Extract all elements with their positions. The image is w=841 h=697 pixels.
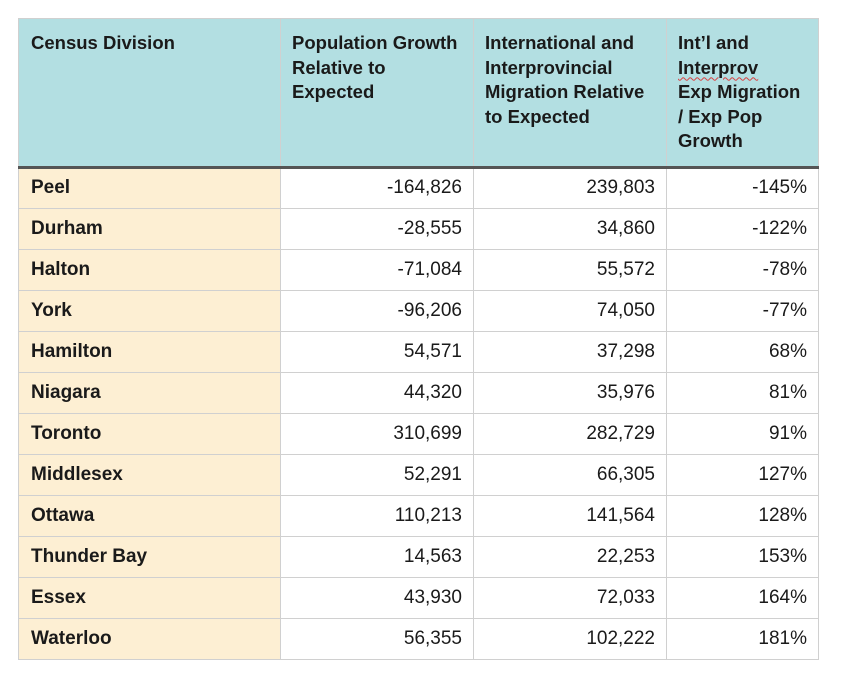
cell-ratio[interactable]: -78% bbox=[666, 248, 819, 291]
cell-ratio[interactable]: 181% bbox=[666, 617, 819, 660]
table-row: Halton -71,084 55,572 -78% bbox=[18, 248, 819, 291]
table-row: Waterloo 56,355 102,222 181% bbox=[18, 617, 819, 660]
table-row: Durham -28,555 34,860 -122% bbox=[18, 207, 819, 250]
cell-migration[interactable]: 74,050 bbox=[473, 289, 667, 332]
cell-census-division[interactable]: Middlesex bbox=[18, 453, 281, 496]
cell-census-division[interactable]: Thunder Bay bbox=[18, 535, 281, 578]
cell-census-division[interactable]: Hamilton bbox=[18, 330, 281, 373]
cell-migration[interactable]: 34,860 bbox=[473, 207, 667, 250]
cell-ratio[interactable]: -77% bbox=[666, 289, 819, 332]
cell-ratio[interactable]: 128% bbox=[666, 494, 819, 537]
cell-census-division[interactable]: Ottawa bbox=[18, 494, 281, 537]
cell-migration[interactable]: 72,033 bbox=[473, 576, 667, 619]
cell-ratio[interactable]: -122% bbox=[666, 207, 819, 250]
cell-migration[interactable]: 35,976 bbox=[473, 371, 667, 414]
table-row: York -96,206 74,050 -77% bbox=[18, 289, 819, 332]
cell-population-growth[interactable]: 14,563 bbox=[280, 535, 474, 578]
cell-census-division[interactable]: Essex bbox=[18, 576, 281, 619]
table-row: Toronto 310,699 282,729 91% bbox=[18, 412, 819, 455]
cell-population-growth[interactable]: 110,213 bbox=[280, 494, 474, 537]
table-body: Peel -164,826 239,803 -145% Durham -28,555 34,… bbox=[18, 166, 819, 660]
cell-migration[interactable]: 22,253 bbox=[473, 535, 667, 578]
table-row: Ottawa 110,213 141,564 128% bbox=[18, 494, 819, 537]
cell-ratio[interactable]: 68% bbox=[666, 330, 819, 373]
cell-ratio[interactable]: 91% bbox=[666, 412, 819, 455]
cell-migration[interactable]: 239,803 bbox=[473, 166, 667, 209]
header-ratio-part2-misspelled: Interprov bbox=[678, 56, 759, 78]
table-row: Hamilton 54,571 37,298 68% bbox=[18, 330, 819, 373]
cell-population-growth[interactable]: -28,555 bbox=[280, 207, 474, 250]
cell-ratio[interactable]: 153% bbox=[666, 535, 819, 578]
cell-population-growth[interactable]: 56,355 bbox=[280, 617, 474, 660]
header-migration[interactable]: International and Interprovincial Migrat… bbox=[473, 18, 667, 169]
table-row: Essex 43,930 72,033 164% bbox=[18, 576, 819, 619]
cell-migration[interactable]: 66,305 bbox=[473, 453, 667, 496]
cell-census-division[interactable]: Waterloo bbox=[18, 617, 281, 660]
cell-ratio[interactable]: 127% bbox=[666, 453, 819, 496]
cell-ratio[interactable]: 81% bbox=[666, 371, 819, 414]
cell-migration[interactable]: 282,729 bbox=[473, 412, 667, 455]
cell-migration[interactable]: 102,222 bbox=[473, 617, 667, 660]
header-population-growth[interactable]: Population Growth Relative to Expected bbox=[280, 18, 474, 169]
header-row: Census Division Population Growth Relati… bbox=[18, 18, 819, 169]
header-ratio-part1: Int’l and bbox=[678, 32, 749, 53]
cell-census-division[interactable]: Durham bbox=[18, 207, 281, 250]
cell-population-growth[interactable]: 52,291 bbox=[280, 453, 474, 496]
cell-census-division[interactable]: York bbox=[18, 289, 281, 332]
cell-population-growth[interactable]: -96,206 bbox=[280, 289, 474, 332]
header-ratio[interactable]: Int’l and Interprov Exp Migration / Exp Po… bbox=[666, 18, 819, 169]
cell-migration[interactable]: 37,298 bbox=[473, 330, 667, 373]
cell-ratio[interactable]: -145% bbox=[666, 166, 819, 209]
cell-migration[interactable]: 55,572 bbox=[473, 248, 667, 291]
data-table-container: Census Division Population Growth Relati… bbox=[18, 18, 819, 660]
header-ratio-part3: Exp Migration / Exp Pop Growth bbox=[678, 81, 801, 151]
cell-census-division[interactable]: Toronto bbox=[18, 412, 281, 455]
cell-ratio[interactable]: 164% bbox=[666, 576, 819, 619]
header-census-division[interactable]: Census Division bbox=[18, 18, 281, 169]
cell-population-growth[interactable]: -71,084 bbox=[280, 248, 474, 291]
table-header: Census Division Population Growth Relati… bbox=[18, 18, 819, 169]
cell-population-growth[interactable]: 310,699 bbox=[280, 412, 474, 455]
cell-population-growth[interactable]: 54,571 bbox=[280, 330, 474, 373]
cell-migration[interactable]: 141,564 bbox=[473, 494, 667, 537]
table-row: Niagara 44,320 35,976 81% bbox=[18, 371, 819, 414]
cell-census-division[interactable]: Peel bbox=[18, 166, 281, 209]
cell-census-division[interactable]: Halton bbox=[18, 248, 281, 291]
cell-population-growth[interactable]: 43,930 bbox=[280, 576, 474, 619]
table-row: Peel -164,826 239,803 -145% bbox=[18, 166, 819, 209]
table-row: Thunder Bay 14,563 22,253 153% bbox=[18, 535, 819, 578]
cell-population-growth[interactable]: 44,320 bbox=[280, 371, 474, 414]
cell-population-growth[interactable]: -164,826 bbox=[280, 166, 474, 209]
table-row: Middlesex 52,291 66,305 127% bbox=[18, 453, 819, 496]
cell-census-division[interactable]: Niagara bbox=[18, 371, 281, 414]
census-division-table: Census Division Population Growth Relati… bbox=[18, 18, 819, 660]
